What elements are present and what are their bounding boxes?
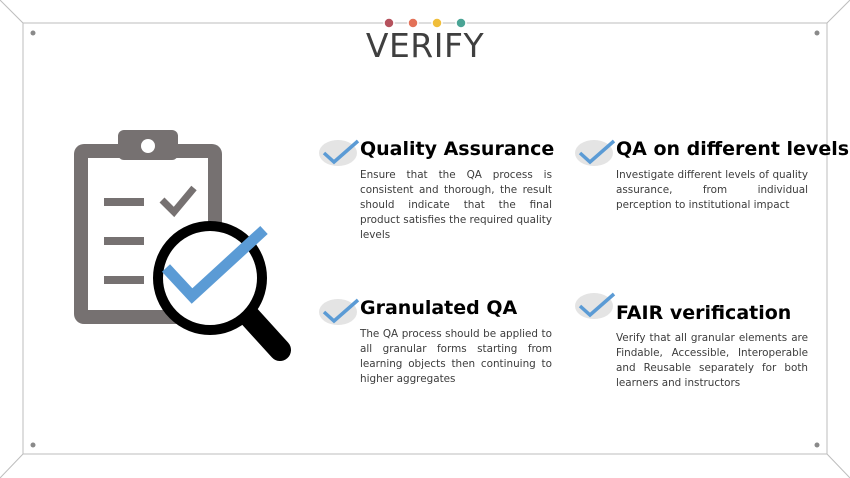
checkmark-icon <box>319 139 360 166</box>
header-dot <box>455 17 467 29</box>
item-fair-verification: FAIR verification Verify that all granul… <box>574 291 824 401</box>
item-heading: Granulated QA <box>360 297 518 319</box>
header-dot <box>383 17 395 29</box>
item-quality-assurance: Quality Assurance Ensure that the QA pro… <box>318 138 558 241</box>
item-heading: FAIR verification <box>616 302 792 324</box>
header-dots <box>383 17 468 29</box>
checkmark-icon <box>575 139 616 166</box>
item-qa-levels: QA on different levels Investigate diffe… <box>574 138 849 238</box>
item-body: Investigate different levels of quality … <box>616 169 808 211</box>
checkmark-icon <box>319 298 360 325</box>
item-body: Ensure that the QA process is consistent… <box>360 169 552 241</box>
item-granulated-qa: Granulated QA The QA process should be a… <box>318 297 558 397</box>
checkmark-icon <box>575 292 616 319</box>
item-body: Verify that all granular elements are Fi… <box>616 332 808 389</box>
item-heading: QA on different levels <box>616 138 850 160</box>
header-dot <box>407 17 419 29</box>
header-dot <box>431 17 443 29</box>
item-body: The QA process should be applied to all … <box>360 328 552 385</box>
clipboard-magnifier-icon <box>74 130 291 361</box>
item-heading: Quality Assurance <box>360 138 555 160</box>
page-title: VERIFY <box>365 26 485 65</box>
